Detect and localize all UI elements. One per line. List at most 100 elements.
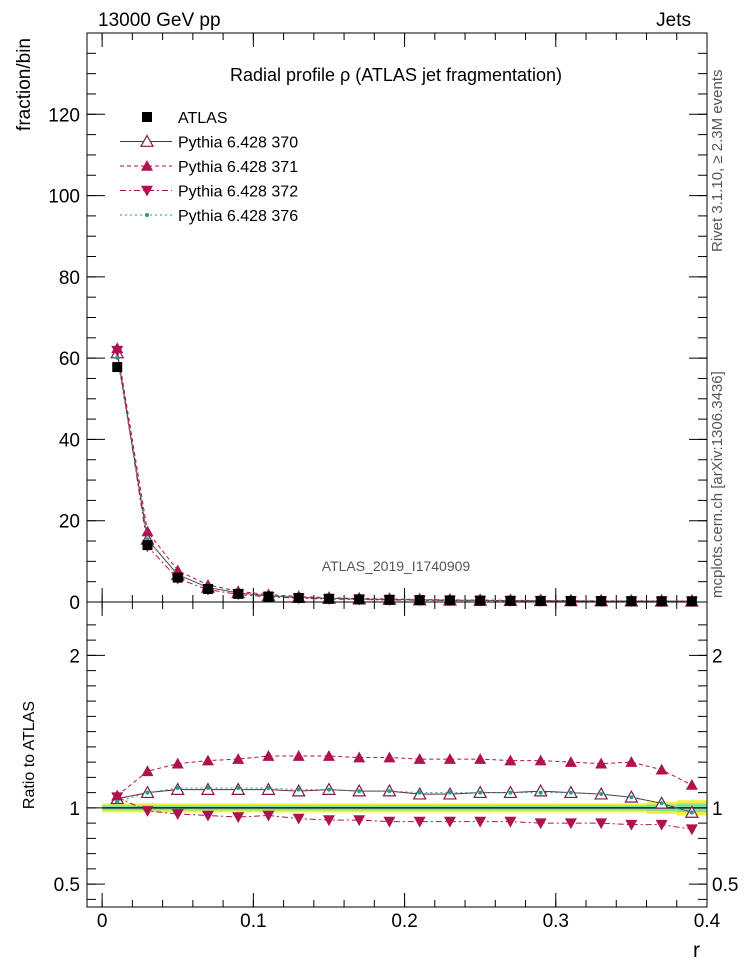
x-tick-label: 0 <box>97 911 108 932</box>
ratio-series-point <box>568 790 573 795</box>
legend-marker <box>141 160 153 171</box>
ratio-series-point <box>115 799 120 804</box>
y-tick-label: 0 <box>69 593 80 614</box>
ratio-series-point <box>353 751 366 763</box>
legend: ATLAS Pythia 6.428 370 Pythia 6.428 371 Pyt… <box>120 110 298 225</box>
legend-label: Pythia 6.428 371 <box>178 159 298 176</box>
atlas-data-point <box>505 595 516 606</box>
ratio-series-point <box>236 786 241 791</box>
legend-marker-atlas <box>142 112 152 122</box>
ratio-series-point <box>322 815 335 827</box>
legend-label: Pythia 6.428 370 <box>178 135 298 152</box>
ratio-series-point <box>447 790 452 795</box>
ratio-y-tick-label-right: 1 <box>712 799 723 820</box>
main-series-point <box>111 345 124 357</box>
ratio-series-point <box>413 816 426 828</box>
atlas-data-point <box>293 592 304 603</box>
ratio-series-point <box>111 792 124 804</box>
ratio-series-point <box>171 757 184 769</box>
ratio-series-point <box>504 816 517 828</box>
atlas-data-point <box>323 593 334 604</box>
y-tick-label: 120 <box>48 105 80 126</box>
ratio-series-point <box>201 754 214 766</box>
ratio-series-point <box>417 790 422 795</box>
x-axis-label: r <box>693 939 700 962</box>
atlas-data-point <box>354 594 365 605</box>
ratio-series-point <box>262 750 275 761</box>
legend-marker <box>141 185 153 197</box>
ratio-series-point <box>685 824 698 836</box>
ratio-series-point <box>625 756 638 767</box>
header-right-label: Jets <box>656 10 691 31</box>
atlas-data-point <box>233 588 244 599</box>
ratio-series-line <box>117 796 692 830</box>
ratio-series-point <box>443 816 456 828</box>
x-tick-label: 0.2 <box>391 911 417 932</box>
ratio-series-point <box>357 789 362 794</box>
legend-label-atlas: ATLAS <box>178 110 228 127</box>
y-tick-label: 60 <box>59 349 80 370</box>
ratio-series-point <box>625 819 638 831</box>
header-left-label: 13000 GeV pp <box>98 10 221 31</box>
y-tick-label: 20 <box>59 512 80 533</box>
legend-label: Pythia 6.428 372 <box>178 184 298 201</box>
atlas-data-point <box>475 595 486 606</box>
x-tick-label: 0.4 <box>694 911 721 932</box>
atlas-data-point <box>535 595 546 606</box>
ratio-series-point <box>292 750 305 761</box>
atlas-data-point <box>656 596 667 607</box>
ratio-y-tick-label: 0.5 <box>54 875 80 896</box>
ratio-series-point <box>141 806 154 817</box>
ratio-series-point <box>232 812 245 824</box>
atlas-data-point <box>263 591 274 602</box>
main-series-line <box>116 357 692 602</box>
ratio-series-point <box>685 779 698 790</box>
ratio-series-point <box>564 818 577 830</box>
ratio-series-point <box>474 753 487 764</box>
ratio-series-point <box>387 789 392 794</box>
ratio-series-point <box>141 765 154 777</box>
atlas-data-point <box>596 596 607 607</box>
ratio-series-point <box>145 790 150 795</box>
mcplots-label: mcplots.cern.ch [arXiv:1306.3436] <box>709 371 726 598</box>
analysis-label: ATLAS_2019_I1740909 <box>322 558 471 574</box>
ratio-series-point <box>689 810 694 815</box>
rivet-version-label: Rivet 3.1.10, ≥ 2.3M events <box>709 70 726 253</box>
ratio-series-point <box>533 783 548 797</box>
ratio-series-point <box>296 787 301 792</box>
ratio-series-point <box>353 815 366 827</box>
atlas-data-point <box>565 595 576 606</box>
ratio-series-point <box>595 818 608 830</box>
ratio-y-tick-label-right: 0.5 <box>712 875 738 896</box>
ratio-y-tick-label-right: 2 <box>712 646 723 667</box>
ratio-series-point <box>474 816 487 828</box>
ratio-series-point <box>262 810 275 822</box>
ratio-series-point <box>443 753 456 764</box>
ratio-series-line <box>117 787 693 813</box>
legend-marker <box>139 134 155 147</box>
atlas-data-point <box>202 583 213 594</box>
atlas-data-point <box>626 596 637 607</box>
main-series-point <box>115 355 120 360</box>
ratio-series-point <box>171 809 184 820</box>
atlas-data-point <box>172 572 183 583</box>
ratio-y-tick-label: 2 <box>69 646 80 667</box>
ratio-series-point <box>478 790 483 795</box>
y-axis-label: fraction/bin <box>14 38 35 131</box>
ratio-series-point <box>201 810 214 822</box>
ratio-series-point <box>595 757 608 769</box>
ratio-series-point <box>659 801 664 806</box>
atlas-data-point <box>414 595 425 606</box>
ratio-series-point <box>508 790 513 795</box>
ratio-series-point <box>534 818 547 830</box>
ratio-series-point <box>599 792 604 797</box>
ratio-series-line <box>116 755 693 797</box>
ratio-series-point <box>292 813 305 825</box>
atlas-data-point <box>142 540 153 551</box>
ratio-series-point <box>534 754 547 766</box>
ratio-y-tick-label: 1 <box>69 799 80 820</box>
ratio-series-point <box>175 786 180 791</box>
ratio-series-point <box>232 753 245 764</box>
x-tick-label: 0.1 <box>240 911 266 932</box>
ratio-series-point <box>564 756 577 767</box>
